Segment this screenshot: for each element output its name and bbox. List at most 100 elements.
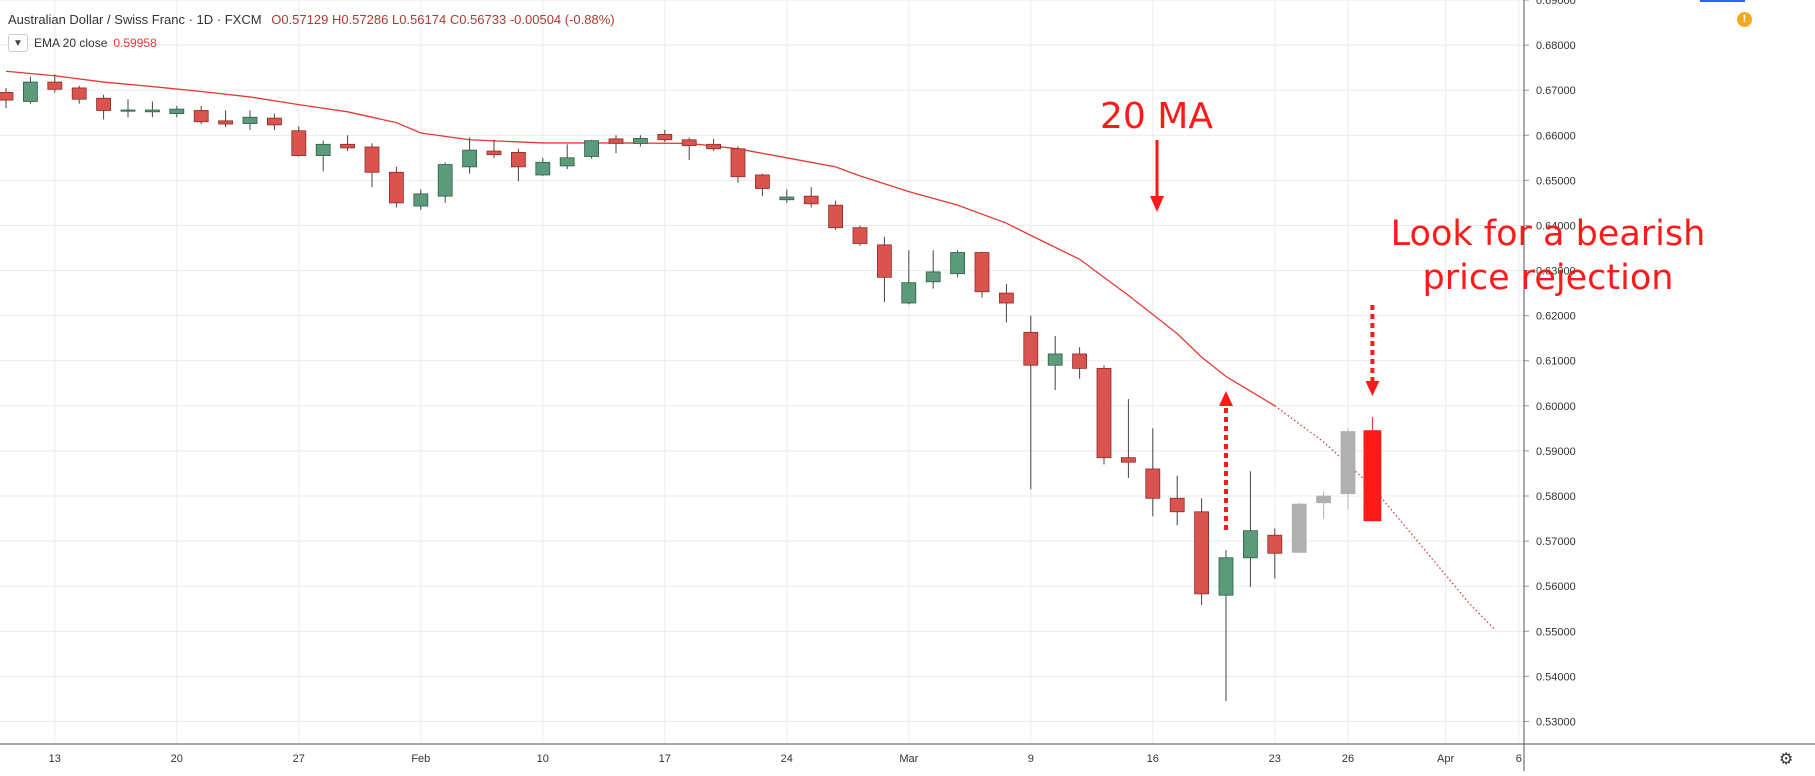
x-tick-label: 27 — [293, 753, 305, 765]
candle-body — [1363, 430, 1382, 522]
y-tick-label: 0.53000 — [1536, 716, 1576, 728]
symbol-title: Australian Dollar / Swiss Franc · 1D · F… — [8, 12, 262, 27]
candle-body — [510, 152, 526, 168]
candle-body — [1291, 503, 1307, 553]
candle-body — [559, 157, 575, 167]
candle-body — [96, 97, 111, 111]
candle-body — [1169, 497, 1185, 513]
y-tick-label: 0.67000 — [1536, 85, 1576, 97]
candle-body — [1072, 353, 1087, 369]
warning-icon[interactable]: ! — [1737, 12, 1752, 27]
x-tick-label: 16 — [1147, 753, 1159, 765]
candle-body — [1047, 353, 1063, 366]
candle-body — [193, 110, 209, 123]
ma-annotation: 20 MA — [1100, 96, 1213, 137]
candle-body — [22, 81, 38, 102]
x-tick-label: 23 — [1269, 753, 1281, 765]
ema-legend: ▼ EMA 20 close 0.59958 — [8, 34, 157, 52]
candle-body — [852, 227, 868, 244]
rejection-annotation-line1: Look for a bearish — [1390, 214, 1706, 254]
y-tick-label: 0.61000 — [1536, 356, 1576, 368]
candle-body — [388, 171, 404, 204]
y-tick-label: 0.56000 — [1536, 581, 1576, 593]
candle-body — [535, 161, 551, 176]
candle-body — [144, 109, 160, 113]
low-value: 0.56174 — [399, 12, 447, 27]
candle-body — [462, 149, 478, 168]
y-tick-label: 0.63000 — [1536, 266, 1576, 278]
candle-body — [974, 252, 990, 293]
candle-body — [730, 148, 746, 178]
y-tick-label: 0.58000 — [1536, 491, 1576, 503]
x-tick-label: Apr — [1437, 753, 1454, 765]
high-value: 0.57286 — [341, 12, 389, 27]
candle-body — [266, 117, 282, 126]
y-tick-label: 0.65000 — [1536, 175, 1576, 187]
candle-body — [608, 138, 624, 144]
x-tick-label: Mar — [899, 753, 918, 765]
candle-body — [803, 195, 819, 205]
ema-label: EMA 20 close — [34, 36, 108, 50]
candle-body — [437, 164, 453, 197]
ema-value: 0.59958 — [113, 36, 157, 50]
candle-body — [1218, 557, 1234, 596]
candle-body — [1023, 331, 1039, 366]
candle-body — [218, 120, 234, 125]
x-tick-label: 9 — [1028, 753, 1034, 765]
candle-body — [950, 252, 965, 275]
candle-body — [291, 130, 307, 156]
candle-body — [1096, 367, 1112, 459]
candle-body — [706, 143, 721, 150]
candle-body — [877, 244, 892, 278]
y-tick-label: 0.57000 — [1536, 536, 1576, 548]
gear-icon[interactable]: ⚙ — [1779, 751, 1794, 768]
ohlc-readout: O0.57129 H0.57286 L0.56174 C0.56733 -0.0… — [271, 12, 615, 27]
y-tick-label: 0.66000 — [1536, 130, 1576, 142]
y-tick-label: 0.62000 — [1536, 311, 1576, 323]
candle-body — [755, 174, 770, 189]
y-tick-label: 0.69000 — [1536, 0, 1576, 7]
ma-arrow-head — [1150, 196, 1164, 212]
candle-body — [486, 150, 502, 156]
x-tick-label: 17 — [659, 753, 671, 765]
candle-body — [242, 116, 258, 124]
rejection-annotation: Look for a bearish price rejection — [1378, 212, 1718, 300]
candle-body — [1243, 530, 1258, 559]
y-tick-label: 0.59000 — [1536, 446, 1576, 458]
candle-body — [0, 92, 14, 101]
candle-body — [828, 204, 843, 229]
candle-body — [1316, 495, 1331, 504]
y-tick-label: 0.68000 — [1536, 40, 1576, 52]
y-tick-label: 0.60000 — [1536, 401, 1576, 413]
candle-body — [71, 87, 87, 100]
candle-body — [413, 193, 429, 207]
y-tick-label: 0.55000 — [1536, 626, 1576, 638]
x-tick-label: 24 — [781, 753, 793, 765]
x-tick-label: 20 — [171, 753, 183, 765]
rejection-annotation-line2: price rejection — [1422, 258, 1674, 298]
candle-body — [1340, 431, 1356, 495]
candle-body — [1194, 511, 1209, 595]
chevron-down-icon[interactable]: ▼ — [8, 34, 28, 52]
x-tick-label: Feb — [411, 753, 430, 765]
candle-body — [169, 108, 185, 115]
down-arrow-head — [1365, 381, 1380, 396]
candle-body — [1267, 534, 1283, 554]
change-value: -0.00504 (-0.88%) — [509, 12, 615, 27]
candle-body — [681, 139, 697, 147]
candle-body — [925, 271, 941, 283]
chart-legend: Australian Dollar / Swiss Franc · 1D · F… — [8, 12, 615, 27]
candle-body — [315, 143, 331, 156]
x-tick-label: 6 — [1516, 753, 1522, 765]
open-value: 0.57129 — [281, 12, 329, 27]
up-arrow-head — [1219, 391, 1233, 406]
candle-body — [901, 282, 917, 304]
candle-body — [657, 133, 673, 141]
ema-projected-line — [1274, 405, 1495, 630]
y-tick-label: 0.54000 — [1536, 671, 1576, 683]
candle-body — [47, 81, 63, 90]
candle-body — [999, 292, 1014, 304]
y-tick-label: 0.64000 — [1536, 220, 1576, 232]
